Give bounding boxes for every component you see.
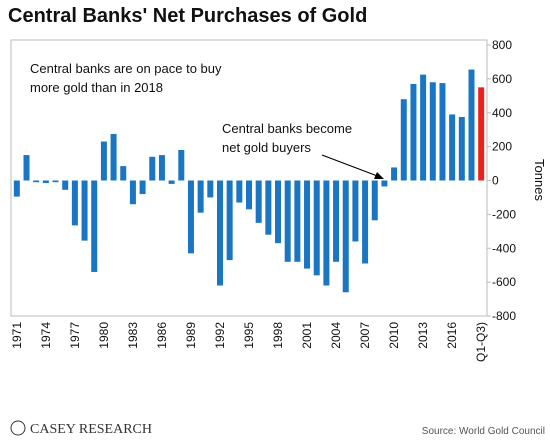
source: Source: World Gold Council	[422, 426, 545, 437]
bar	[420, 74, 427, 181]
bar	[352, 180, 359, 242]
bar	[120, 166, 127, 181]
x-tick-label: 1998	[271, 322, 285, 349]
bar	[400, 99, 407, 181]
bar	[33, 180, 40, 183]
arrow-head	[374, 172, 384, 179]
bar	[391, 167, 398, 181]
x-tick-label: 1989	[184, 322, 198, 349]
bar	[439, 83, 446, 181]
bar	[255, 180, 262, 223]
bar	[81, 180, 88, 241]
bar	[371, 180, 378, 221]
bar	[197, 180, 204, 213]
x-tick-label: 1986	[155, 322, 169, 349]
y-tick-label: -600	[492, 275, 516, 289]
bar	[275, 180, 282, 244]
x-tick-label: Q1-Q3)	[474, 322, 488, 362]
x-tick-label: 2013	[416, 322, 430, 349]
bar	[216, 180, 223, 286]
bar	[478, 87, 485, 181]
logo: CASEY RESEARCH	[30, 422, 152, 437]
bar	[187, 180, 194, 254]
bar	[23, 155, 30, 181]
y-tick-label: 200	[492, 140, 512, 154]
x-tick-label: 1977	[68, 322, 82, 349]
annotation-arrow	[321, 154, 381, 178]
bar	[265, 180, 272, 235]
x-tick-label: 1995	[242, 322, 256, 349]
bar	[129, 180, 136, 205]
bar	[333, 180, 340, 262]
logo-mark	[10, 420, 26, 436]
y-tick-label: -200	[492, 207, 516, 221]
annotation: Central banks become	[222, 121, 352, 136]
bar	[149, 156, 156, 181]
bar	[323, 180, 330, 286]
y-tick-label: 400	[492, 106, 512, 120]
bar	[246, 180, 252, 210]
bar	[100, 141, 107, 181]
annotation: Central banks are on pace to buy	[30, 61, 222, 76]
bar	[468, 69, 475, 181]
y-tick-label: -400	[492, 241, 516, 255]
y-tick-label: 800	[492, 38, 512, 52]
bar	[91, 180, 98, 272]
annotation: net gold buyers	[222, 140, 311, 155]
x-tick-label: 1971	[10, 322, 24, 349]
bar	[284, 180, 291, 262]
chart-title: Central Banks' Net Purchases of Gold	[8, 5, 367, 27]
y-tick-label: 0	[492, 174, 499, 188]
bar	[236, 180, 243, 203]
bar	[410, 83, 417, 181]
bar	[304, 180, 311, 269]
bar	[294, 180, 301, 262]
y-axis-title: Tonnes	[532, 159, 547, 201]
bar	[62, 180, 69, 190]
x-tick-label: 2004	[329, 322, 343, 349]
bar	[13, 180, 20, 197]
bar	[342, 180, 349, 293]
bar	[52, 180, 59, 183]
bar	[110, 133, 117, 181]
y-tick-label: -800	[492, 309, 516, 323]
annotation: more gold than in 2018	[30, 80, 163, 95]
bar	[449, 114, 456, 181]
bar	[458, 116, 465, 181]
plot-frame	[10, 39, 488, 317]
bar	[178, 150, 185, 181]
x-tick-label: 1974	[39, 322, 53, 349]
bar	[71, 180, 78, 226]
bar	[226, 180, 233, 261]
y-tick-label: 600	[492, 72, 512, 86]
bar	[139, 180, 146, 195]
bar	[381, 180, 388, 187]
bar	[362, 180, 369, 264]
x-tick-label: 2007	[358, 322, 372, 349]
x-tick-label: 1980	[97, 322, 111, 349]
x-tick-label: 2001	[300, 322, 314, 349]
x-tick-label: 1983	[126, 322, 140, 349]
x-tick-label: 2016	[445, 322, 459, 349]
x-tick-label: 1992	[213, 322, 227, 349]
bar	[207, 180, 214, 198]
bar	[168, 180, 175, 184]
bar	[158, 155, 165, 181]
bar	[429, 82, 436, 181]
x-tick-label: 2010	[387, 322, 401, 349]
bar	[313, 180, 320, 276]
bar	[42, 180, 49, 184]
